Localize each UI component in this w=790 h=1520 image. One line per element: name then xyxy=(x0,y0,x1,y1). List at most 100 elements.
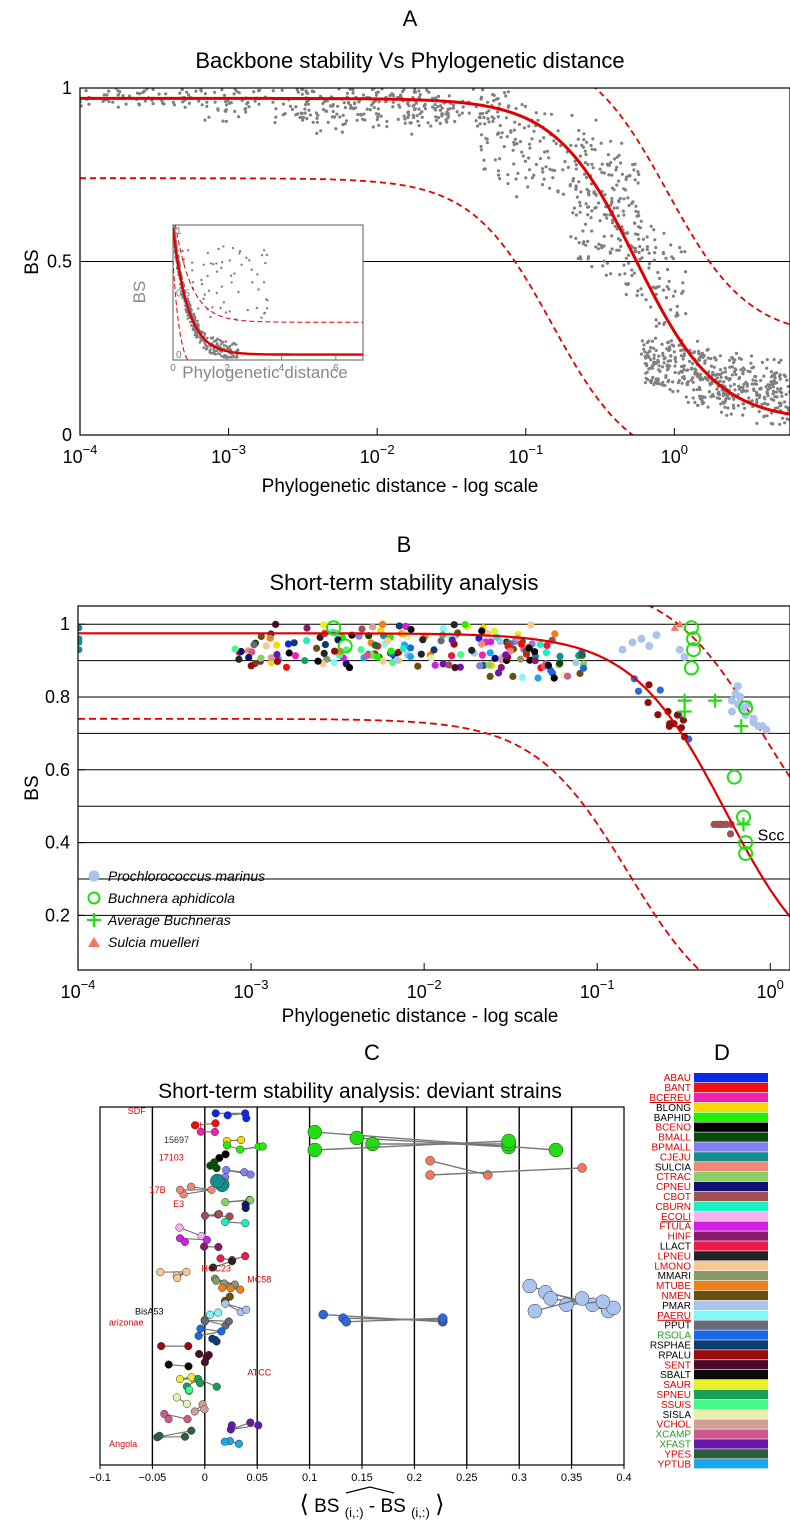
data-point xyxy=(531,176,534,179)
species-swatch xyxy=(694,1222,768,1231)
data-point xyxy=(507,90,510,93)
data-point xyxy=(687,401,690,404)
panel-a-inset-ylabel: BS xyxy=(130,281,149,304)
species-point xyxy=(301,657,308,664)
xlabel-bracket-right: ⟩ xyxy=(435,1491,444,1518)
data-point xyxy=(673,350,676,353)
data-point xyxy=(117,106,120,109)
x-tick-label: 0.15 xyxy=(351,1472,372,1484)
data-point xyxy=(758,387,761,390)
data-point xyxy=(376,115,379,118)
x-tick-label: 0.2 xyxy=(407,1472,422,1484)
data-point xyxy=(693,401,696,404)
data-point xyxy=(622,197,625,200)
data-point xyxy=(613,207,616,210)
inset-point xyxy=(209,348,212,351)
data-point xyxy=(604,213,607,216)
species-point xyxy=(322,641,329,648)
strain-point xyxy=(218,1284,226,1292)
data-point xyxy=(162,102,165,105)
panel-b-annotation-scc: Scc xyxy=(758,827,785,844)
average-buchnera-point xyxy=(736,817,750,831)
data-point xyxy=(685,395,688,398)
data-point xyxy=(653,238,656,241)
xlabel-hat-mark xyxy=(346,1487,394,1493)
data-point xyxy=(556,189,559,192)
data-point xyxy=(188,102,191,105)
data-point xyxy=(380,115,383,118)
data-point xyxy=(613,157,616,160)
species-swatch xyxy=(694,1093,768,1102)
data-point xyxy=(650,225,653,228)
panel-a-inset: 0 2 4 600.51 Phylogenetic distance BS xyxy=(130,209,363,382)
data-point xyxy=(468,112,471,115)
data-point xyxy=(783,400,786,403)
data-point xyxy=(573,207,576,210)
data-point xyxy=(760,403,763,406)
data-point xyxy=(724,370,727,373)
x-tick-label: 10−3 xyxy=(234,977,269,1002)
inset-point xyxy=(266,254,268,256)
data-point xyxy=(706,406,709,409)
data-point xyxy=(758,410,761,413)
data-point xyxy=(618,154,621,157)
species-swatch xyxy=(694,1410,768,1419)
data-point xyxy=(476,125,479,128)
data-point xyxy=(514,138,517,141)
data-point xyxy=(683,250,686,253)
data-point xyxy=(605,217,608,220)
strain-point xyxy=(236,1146,244,1154)
data-point xyxy=(719,368,722,371)
data-point xyxy=(622,210,625,213)
panel-a-inset-xlabel: Phylogenetic distance xyxy=(182,363,347,382)
strain-point xyxy=(174,1274,182,1282)
data-point xyxy=(696,404,699,407)
data-point xyxy=(545,165,548,168)
inset-point xyxy=(229,259,231,261)
data-point xyxy=(486,141,489,144)
inset-point xyxy=(210,262,212,264)
data-point xyxy=(649,346,652,349)
species-point xyxy=(346,664,353,671)
data-point xyxy=(719,402,722,405)
data-point xyxy=(741,414,744,417)
panel-c-points xyxy=(154,1110,621,1448)
data-point xyxy=(625,293,628,296)
species-point xyxy=(487,673,494,680)
species-point xyxy=(273,642,280,649)
data-point xyxy=(710,365,713,368)
tick-base: 10 xyxy=(661,447,681,467)
strain-point xyxy=(212,1120,220,1128)
data-point xyxy=(770,397,773,400)
data-point xyxy=(305,117,308,120)
panel-b-species-points xyxy=(76,621,735,838)
data-point xyxy=(327,121,330,124)
data-point xyxy=(754,379,757,382)
data-point xyxy=(692,388,695,391)
species-swatch xyxy=(694,1113,768,1122)
data-point xyxy=(637,173,640,176)
data-point xyxy=(783,421,786,424)
inset-point xyxy=(212,263,214,265)
inset-point xyxy=(185,308,188,311)
inset-point xyxy=(190,324,193,327)
data-point xyxy=(524,176,527,179)
data-point xyxy=(644,381,647,384)
strain-point xyxy=(156,1432,164,1440)
data-point xyxy=(693,350,696,353)
data-point xyxy=(684,312,687,315)
strain-point xyxy=(188,1427,196,1435)
tick-base: 10 xyxy=(234,982,254,1002)
data-point xyxy=(362,113,365,116)
data-point xyxy=(509,129,512,132)
data-point xyxy=(630,202,633,205)
data-point xyxy=(385,125,388,128)
data-point xyxy=(698,395,701,398)
data-point xyxy=(194,90,197,93)
data-point xyxy=(590,163,593,166)
strain-point xyxy=(235,1440,243,1448)
data-point xyxy=(437,116,440,119)
data-point xyxy=(742,390,745,393)
species-point xyxy=(369,623,376,630)
data-point xyxy=(605,274,608,277)
